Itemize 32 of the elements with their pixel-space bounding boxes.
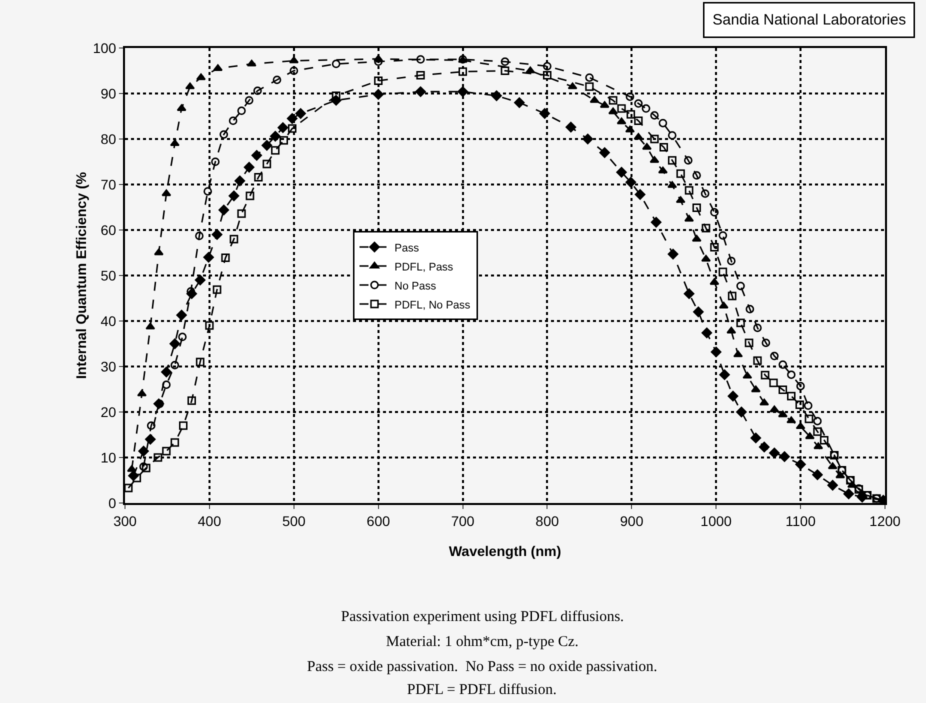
y-axis-title: Internal Quantum Efficiency (% <box>73 171 89 379</box>
y-tick-label: 90 <box>100 85 116 102</box>
y-tick-label: 30 <box>100 358 116 374</box>
legend-label: PDFL, No Pass <box>394 299 471 312</box>
y-tick-label: 100 <box>92 40 116 56</box>
legend-label: PDFL, Pass <box>394 261 454 274</box>
legend-label: Pass <box>394 242 420 254</box>
y-tick-label: 20 <box>100 404 116 420</box>
text: PDFL = PDFL diffusion. <box>407 682 557 698</box>
x-tick-label: 1200 <box>869 512 901 529</box>
y-tick-label: 40 <box>100 312 116 329</box>
x-tick-label: 800 <box>536 512 560 529</box>
x-tick-label: 1000 <box>700 512 732 529</box>
text: Material: 1 ohm*cm, p-type Cz. <box>386 634 578 650</box>
y-tick-label: 80 <box>100 130 116 147</box>
x-tick-label: 700 <box>451 512 475 529</box>
x-tick-label: 600 <box>366 512 390 529</box>
x-tick-label: 900 <box>620 512 644 529</box>
x-tick-label: 400 <box>198 512 222 529</box>
text: Sandia National Laboratories <box>712 12 906 28</box>
y-tick-label: 0 <box>108 494 116 511</box>
x-tick-label: 1100 <box>786 512 816 529</box>
legend-label: No Pass <box>394 280 437 292</box>
x-tick-label: 500 <box>282 512 306 529</box>
y-tick-label: 10 <box>100 449 116 466</box>
x-tick-label: 300 <box>113 512 137 529</box>
y-tick-label: 50 <box>100 267 116 284</box>
text: Passivation experiment using PDFL diffusions. <box>341 609 624 625</box>
x-axis-title: Wavelength (nm) <box>448 543 562 559</box>
y-tick-label: 70 <box>100 176 116 192</box>
text: Pass = oxide passivation. No Pass = no oxide passivation. <box>307 659 658 675</box>
y-tick-label: 60 <box>100 222 116 238</box>
